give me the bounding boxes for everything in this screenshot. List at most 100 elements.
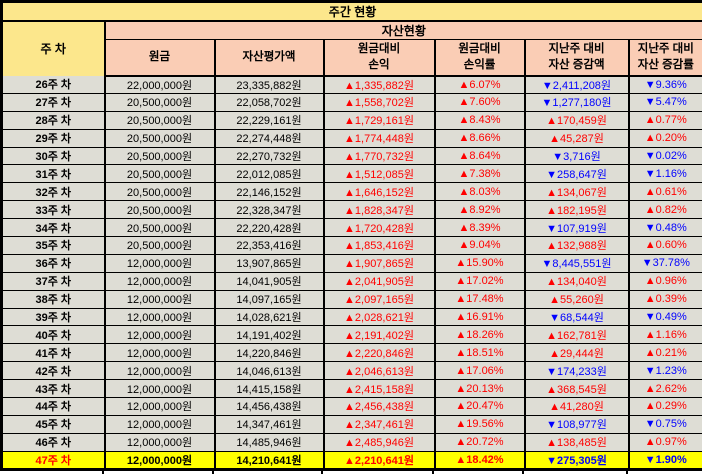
cell-profit-loss-rate: ▲8.43% (435, 111, 525, 129)
cell-profit-loss: ▲1,828,347원 (324, 201, 435, 219)
cell-profit-loss: ▲2,456,438원 (324, 398, 435, 416)
cell-valuation: 14,191,402원 (215, 326, 324, 344)
cell-week: 42주 차 (2, 362, 105, 380)
table-row: 30주 차 20,500,000원 22,270,732원 ▲1,770,732… (2, 147, 702, 165)
cell-wow-change: ▼68,544원 (525, 308, 629, 326)
cell-week: 38주 차 (2, 290, 105, 308)
cell-profit-loss-rate: ▲8.64% (435, 147, 525, 165)
cell-wow-change: ▲170,459원 (525, 111, 629, 129)
cell-profit-loss: ▲2,041,905원 (324, 272, 435, 290)
cell-wow-change-rate: ▼1.90% (629, 451, 702, 469)
cell-wow-change-rate: ▲0.77% (629, 111, 702, 129)
cell-wow-change-rate: ▲0.96% (629, 272, 702, 290)
cell-profit-loss: ▲2,210,641원 (324, 451, 435, 469)
cell-wow-change-rate: ▲0.97% (629, 433, 702, 451)
cell-profit-loss: ▲1,774,448원 (324, 129, 435, 147)
cell-wow-change-rate: ▲0.21% (629, 344, 702, 362)
cell-week: 35주 차 (2, 237, 105, 255)
cell-wow-change: ▼258,647원 (525, 165, 629, 183)
cell-valuation: 14,046,613원 (215, 362, 324, 380)
cell-profit-loss-rate: ▲8.39% (435, 219, 525, 237)
gridline-stub (102, 471, 104, 474)
table-row: 46주 차 12,000,000원 14,485,946원 ▲2,485,946… (2, 433, 702, 451)
cell-valuation: 14,220,846원 (215, 344, 324, 362)
cell-wow-change-rate: ▼1.16% (629, 165, 702, 183)
cell-wow-change-rate: ▼1.23% (629, 362, 702, 380)
cell-principal: 22,000,000원 (105, 76, 215, 94)
col-header-profit-loss-rate: 원금대비 손익률 (435, 40, 525, 76)
table-row: 27주 차 20,500,000원 22,058,702원 ▲1,558,702… (2, 93, 702, 111)
cell-profit-loss-rate: ▲17.48% (435, 290, 525, 308)
cell-principal: 20,500,000원 (105, 219, 215, 237)
cell-wow-change: ▼3,716원 (525, 147, 629, 165)
cell-principal: 20,500,000원 (105, 93, 215, 111)
cell-principal: 12,000,000원 (105, 415, 215, 433)
cell-wow-change-rate: ▼37.78% (629, 254, 702, 272)
cell-valuation: 14,347,461원 (215, 415, 324, 433)
cell-profit-loss-rate: ▲18.51% (435, 344, 525, 362)
cell-profit-loss-rate: ▲7.38% (435, 165, 525, 183)
cell-principal: 12,000,000원 (105, 308, 215, 326)
table-row: 35주 차 20,500,000원 22,353,416원 ▲1,853,416… (2, 237, 702, 255)
cell-profit-loss-rate: ▲8.92% (435, 201, 525, 219)
cell-profit-loss-rate: ▲6.07% (435, 76, 525, 94)
cell-wow-change: ▼2,411,208원 (525, 76, 629, 94)
cell-wow-change: ▲55,260원 (525, 290, 629, 308)
cell-valuation: 22,220,428원 (215, 219, 324, 237)
cell-principal: 12,000,000원 (105, 380, 215, 398)
cell-wow-change-rate: ▲0.29% (629, 398, 702, 416)
cell-wow-change: ▲134,040원 (525, 272, 629, 290)
cell-wow-change-rate: ▲0.82% (629, 201, 702, 219)
cell-week: 28주 차 (2, 111, 105, 129)
cell-profit-loss: ▲2,347,461원 (324, 415, 435, 433)
gridline-stub (432, 471, 434, 474)
cell-valuation: 22,146,152원 (215, 183, 324, 201)
cell-valuation: 22,012,085원 (215, 165, 324, 183)
cell-principal: 20,500,000원 (105, 237, 215, 255)
cell-wow-change-rate: ▲1.16% (629, 326, 702, 344)
cell-principal: 12,000,000원 (105, 362, 215, 380)
table-row: 29주 차 20,500,000원 22,274,448원 ▲1,774,448… (2, 129, 702, 147)
cell-profit-loss-rate: ▲15.90% (435, 254, 525, 272)
cell-profit-loss: ▲1,720,428원 (324, 219, 435, 237)
cell-profit-loss-rate: ▲17.06% (435, 362, 525, 380)
table-row: 34주 차 20,500,000원 22,220,428원 ▲1,720,428… (2, 219, 702, 237)
table-row: 45주 차 12,000,000원 14,347,461원 ▲2,347,461… (2, 415, 702, 433)
cell-profit-loss-rate: ▲16.91% (435, 308, 525, 326)
cell-profit-loss-rate: ▲7.60% (435, 93, 525, 111)
table-row: 28주 차 20,500,000원 22,229,161원 ▲1,729,161… (2, 111, 702, 129)
gridline-stub (626, 471, 628, 474)
cell-valuation: 14,456,438원 (215, 398, 324, 416)
table-row: 43주 차 12,000,000원 14,415,158원 ▲2,415,158… (2, 380, 702, 398)
gridline-stub (212, 471, 214, 474)
cell-principal: 20,500,000원 (105, 147, 215, 165)
title-row: 주간 현황 (2, 2, 702, 22)
table-row: 42주 차 12,000,000원 14,046,613원 ▲2,046,613… (2, 362, 702, 380)
gridline-stub (321, 471, 323, 474)
cell-week: 37주 차 (2, 272, 105, 290)
gridline-stub (522, 471, 524, 474)
cell-profit-loss-rate: ▲17.02% (435, 272, 525, 290)
cell-profit-loss: ▲2,191,402원 (324, 326, 435, 344)
cell-principal: 12,000,000원 (105, 272, 215, 290)
cell-valuation: 22,229,161원 (215, 111, 324, 129)
cell-principal: 20,500,000원 (105, 129, 215, 147)
table-row: 26주 차 22,000,000원 23,335,882원 ▲1,335,882… (2, 76, 702, 94)
cell-profit-loss: ▲2,415,158원 (324, 380, 435, 398)
table-row: 37주 차 12,000,000원 14,041,905원 ▲2,041,905… (2, 272, 702, 290)
cell-wow-change-rate: ▼0.75% (629, 415, 702, 433)
cell-wow-change: ▼1,277,180원 (525, 93, 629, 111)
cell-week: 33주 차 (2, 201, 105, 219)
cell-valuation: 22,058,702원 (215, 93, 324, 111)
cell-principal: 12,000,000원 (105, 326, 215, 344)
cell-wow-change-rate: ▼9.36% (629, 76, 702, 94)
cell-week: 43주 차 (2, 380, 105, 398)
cell-week: 31주 차 (2, 165, 105, 183)
cell-wow-change: ▲162,781원 (525, 326, 629, 344)
cell-week: 40주 차 (2, 326, 105, 344)
cell-principal: 20,500,000원 (105, 111, 215, 129)
table-title: 주간 현황 (2, 2, 702, 22)
cell-wow-change-rate: ▲0.39% (629, 290, 702, 308)
